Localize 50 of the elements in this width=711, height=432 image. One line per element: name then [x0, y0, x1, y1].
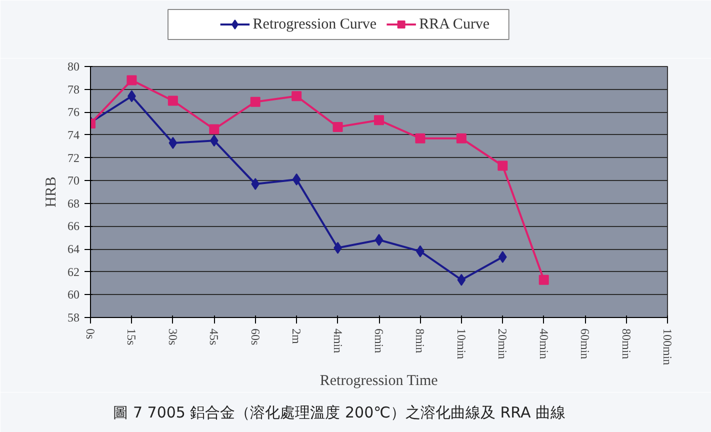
y-tick-label: 72 [68, 150, 80, 165]
x-tick-label: 8min [413, 328, 428, 354]
point [374, 115, 384, 126]
x-tick-label: 45s [207, 328, 222, 346]
x-tick-label: 6min [372, 328, 386, 354]
y-axis-title: HRB [44, 176, 60, 208]
x-tick-label: 20min [496, 328, 510, 360]
x-tick-label: 60s [248, 328, 262, 346]
x-tick-label: 30s [166, 328, 180, 346]
x-tick-label: 4min [330, 328, 345, 354]
point [210, 134, 218, 147]
point [292, 173, 301, 186]
y-tick-label: 58 [68, 310, 80, 324]
point [456, 133, 466, 144]
x-tick-label: 40min [536, 328, 551, 360]
y-tick-label: 80 [68, 60, 80, 74]
y-tick-label: 68 [68, 196, 80, 210]
y-tick-label: 64 [68, 242, 80, 256]
caption: 圖 7 7005 鋁合金（溶化處理溫度 200℃）之溶化曲線及 RRA 曲線 [113, 404, 566, 422]
y-tick-label: 70 [68, 174, 80, 188]
x-tick-label: 60min [578, 328, 592, 360]
y-tick-label: 66 [68, 219, 80, 234]
point [209, 124, 220, 134]
x-tick-label: 0s [84, 328, 98, 340]
y-tick-label: 62 [68, 264, 80, 279]
legend-label: Retrogression Curve [252, 16, 377, 32]
point [168, 136, 178, 149]
y-tick-label: 78 [68, 82, 80, 96]
x-tick-label: 80min [619, 328, 634, 360]
point [292, 91, 302, 102]
y-tick-label: 60 [68, 288, 80, 302]
point [168, 96, 178, 106]
x-tick-label: 15s [124, 328, 139, 346]
point [538, 274, 549, 285]
point [126, 75, 137, 86]
point [415, 133, 426, 144]
point [457, 274, 466, 286]
x-tick-label: 2m [290, 328, 304, 344]
y-tick-label: 76 [68, 105, 80, 120]
legend-label: RRA Curve [419, 16, 490, 32]
x-axis-title: Retrogression Time [320, 373, 438, 390]
x-tick-label: 100min [660, 328, 674, 366]
point [374, 234, 384, 246]
point [498, 160, 508, 171]
point [251, 178, 260, 190]
point [498, 251, 507, 264]
point [250, 96, 260, 107]
point [332, 122, 343, 132]
x-tick-label: 10min [454, 328, 468, 360]
y-tick-label: 74 [68, 128, 80, 142]
